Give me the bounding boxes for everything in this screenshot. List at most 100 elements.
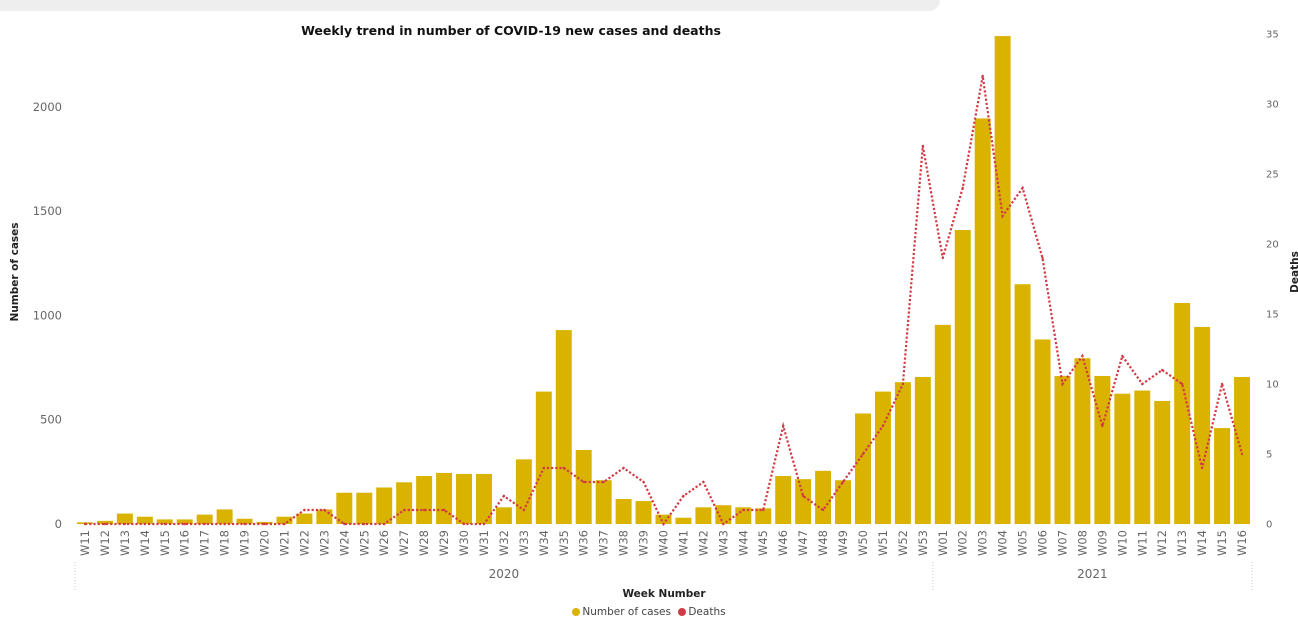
bar-w11-53[interactable] — [1134, 390, 1151, 524]
deaths-point-53[interactable] — [1141, 382, 1144, 386]
deaths-point-15[interactable] — [383, 522, 386, 526]
deaths-point-17[interactable] — [422, 508, 426, 512]
bar-w15-57[interactable] — [1214, 428, 1231, 524]
deaths-point-5[interactable] — [183, 522, 186, 526]
deaths-point-19[interactable] — [462, 522, 466, 526]
bar-w48-37[interactable] — [815, 470, 832, 524]
bar-w13-55[interactable] — [1174, 302, 1191, 524]
deaths-point-14[interactable] — [363, 522, 366, 526]
bar-w21-10[interactable] — [276, 516, 293, 524]
deaths-point-21[interactable] — [502, 494, 506, 498]
deaths-point-47[interactable] — [1021, 186, 1024, 190]
deaths-point-4[interactable] — [163, 522, 166, 526]
bar-w13-2[interactable] — [116, 513, 133, 524]
deaths-point-8[interactable] — [243, 522, 246, 526]
deaths-point-58[interactable] — [1240, 452, 1244, 456]
deaths-point-55[interactable] — [1180, 382, 1184, 386]
bar-w41-30[interactable] — [675, 517, 692, 524]
deaths-point-57[interactable] — [1220, 382, 1224, 386]
deaths-point-52[interactable] — [1121, 354, 1124, 358]
deaths-point-11[interactable] — [303, 508, 306, 512]
deaths-point-33[interactable] — [742, 508, 745, 512]
bar-w14-3[interactable] — [136, 516, 153, 524]
deaths-point-44[interactable] — [961, 186, 964, 190]
bar-w05-47[interactable] — [1014, 284, 1031, 524]
bar-w08-50[interactable] — [1074, 358, 1091, 524]
deaths-point-54[interactable] — [1161, 368, 1164, 372]
deaths-point-18[interactable] — [442, 508, 446, 512]
bar-w12-54[interactable] — [1154, 400, 1171, 524]
bar-w04-46[interactable] — [994, 36, 1011, 524]
bar-w28-17[interactable] — [416, 476, 433, 524]
bar-w30-19[interactable] — [456, 473, 472, 524]
deaths-point-39[interactable] — [861, 452, 865, 456]
bar-w24-13[interactable] — [336, 492, 353, 524]
bar-w07-49[interactable] — [1054, 375, 1071, 524]
bar-w19-8[interactable] — [236, 518, 253, 524]
deaths-point-7[interactable] — [223, 522, 226, 526]
deaths-point-2[interactable] — [123, 522, 127, 526]
deaths-point-12[interactable] — [323, 508, 326, 512]
deaths-point-9[interactable] — [263, 522, 266, 526]
deaths-point-10[interactable] — [283, 522, 286, 526]
deaths-point-23[interactable] — [542, 466, 546, 470]
deaths-point-49[interactable] — [1061, 382, 1064, 386]
bar-w09-51[interactable] — [1094, 375, 1111, 524]
bar-w37-26[interactable] — [595, 480, 612, 524]
bar-w42-31[interactable] — [695, 507, 712, 524]
deaths-point-30[interactable] — [682, 494, 685, 498]
deaths-point-41[interactable] — [901, 382, 905, 386]
bar-w38-27[interactable] — [615, 498, 632, 524]
deaths-point-37[interactable] — [821, 508, 825, 512]
bar-w53-42[interactable] — [914, 377, 931, 524]
deaths-point-16[interactable] — [402, 508, 406, 512]
bar-w31-20[interactable] — [475, 473, 492, 524]
deaths-point-26[interactable] — [602, 480, 605, 484]
bar-w10-52[interactable] — [1114, 393, 1131, 524]
bar-w51-40[interactable] — [874, 391, 891, 524]
bar-w15-4[interactable] — [156, 519, 173, 524]
deaths-point-46[interactable] — [1001, 214, 1004, 218]
bar-w22-11[interactable] — [296, 513, 313, 524]
deaths-point-36[interactable] — [801, 494, 805, 498]
bar-w43-32[interactable] — [715, 505, 732, 524]
deaths-point-13[interactable] — [343, 522, 346, 526]
deaths-point-43[interactable] — [941, 256, 944, 260]
bar-w34-23[interactable] — [535, 391, 552, 524]
legend-item-cases[interactable]: Number of cases — [572, 605, 671, 619]
bar-w36-25[interactable] — [575, 449, 592, 524]
deaths-point-48[interactable] — [1041, 256, 1044, 260]
deaths-point-40[interactable] — [881, 424, 885, 428]
bar-w02-44[interactable] — [954, 230, 971, 524]
deaths-point-42[interactable] — [921, 144, 925, 148]
deaths-point-22[interactable] — [522, 508, 526, 512]
bar-w06-48[interactable] — [1034, 339, 1051, 524]
bar-w47-36[interactable] — [795, 479, 812, 524]
deaths-point-25[interactable] — [582, 480, 585, 484]
bar-w46-35[interactable] — [775, 476, 792, 524]
deaths-point-35[interactable] — [781, 424, 785, 428]
bar-w29-18[interactable] — [436, 472, 453, 524]
bar-w52-41[interactable] — [894, 382, 911, 524]
bar-w12-1[interactable] — [96, 520, 113, 524]
bar-w14-56[interactable] — [1194, 326, 1211, 524]
deaths-point-6[interactable] — [203, 522, 206, 526]
bar-w03-45[interactable] — [974, 118, 991, 524]
bar-w16-5[interactable] — [176, 519, 193, 524]
bar-w40-29[interactable] — [655, 514, 672, 524]
deaths-point-32[interactable] — [722, 522, 725, 526]
bar-w25-14[interactable] — [356, 492, 373, 524]
bar-w01-43[interactable] — [934, 324, 951, 524]
deaths-point-45[interactable] — [981, 74, 984, 78]
deaths-point-51[interactable] — [1101, 424, 1104, 428]
legend-item-deaths[interactable]: Deaths — [678, 605, 726, 619]
deaths-point-0[interactable] — [83, 522, 87, 526]
deaths-point-29[interactable] — [662, 522, 665, 526]
deaths-point-28[interactable] — [642, 480, 645, 484]
deaths-point-31[interactable] — [702, 480, 705, 484]
deaths-point-1[interactable] — [103, 522, 107, 526]
deaths-point-34[interactable] — [762, 508, 765, 512]
deaths-point-50[interactable] — [1081, 354, 1084, 358]
deaths-point-27[interactable] — [622, 466, 625, 470]
deaths-point-3[interactable] — [143, 522, 147, 526]
